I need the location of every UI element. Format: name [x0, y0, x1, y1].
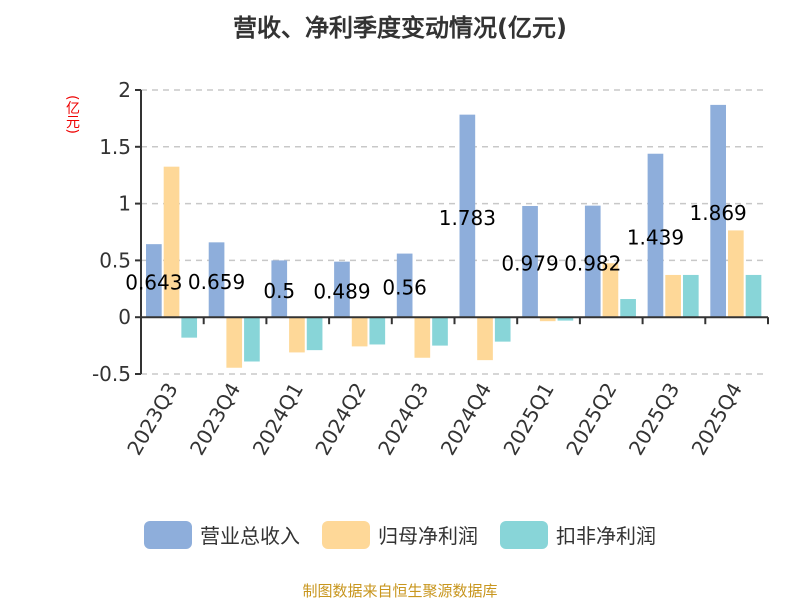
data-label: 0.979	[501, 252, 558, 276]
legend: 营业总收入 归母净利润 扣非净利润	[0, 520, 800, 549]
bar-2025Q1-s2	[557, 317, 574, 321]
bar-2023Q4-s0	[208, 242, 225, 318]
legend-item-revenue[interactable]: 营业总收入	[144, 520, 300, 549]
bar-2025Q2-s2	[620, 299, 636, 318]
bar-2024Q1-s1	[289, 317, 305, 353]
bar-2023Q4-s1	[226, 317, 243, 368]
data-label: 1.783	[439, 206, 496, 230]
x-tick-label: 2023Q3	[122, 379, 182, 460]
chart-title: 营收、净利季度变动情况(亿元)	[233, 14, 567, 42]
legend-item-net-profit[interactable]: 归母净利润	[322, 520, 478, 549]
bar-2025Q2-s0	[584, 205, 601, 318]
bar-2023Q3-s1	[163, 166, 180, 318]
bar-2025Q3-s2	[682, 274, 699, 318]
bar-2024Q3-s0	[396, 253, 413, 318]
legend-swatch	[500, 520, 548, 549]
bar-2025Q3-s0	[647, 153, 664, 318]
data-label: 0.659	[188, 270, 245, 294]
legend-item-deducted-profit[interactable]: 扣非净利润	[500, 520, 656, 549]
legend-label: 归母净利润	[378, 524, 478, 548]
bar-2023Q4-s2	[244, 317, 260, 362]
bar-2024Q4-s0	[459, 114, 476, 318]
data-label: 0.5	[263, 279, 295, 303]
y-tick-label: 0	[118, 305, 131, 329]
bar-2025Q3-s1	[665, 274, 681, 318]
data-label: 1.869	[690, 201, 747, 225]
x-tick-label: 2024Q1	[248, 379, 308, 460]
bar-2025Q2-s1	[602, 263, 619, 318]
data-label: 1.439	[627, 225, 684, 249]
bar-2025Q4-s0	[710, 104, 726, 318]
x-tick-label: 2024Q3	[373, 379, 433, 460]
bar-2024Q1-s2	[306, 317, 323, 351]
bar-2024Q4-s1	[477, 317, 493, 361]
bar-2024Q2-s1	[351, 317, 368, 347]
data-source: 制图数据来自恒生聚源数据库	[302, 582, 498, 600]
legend-swatch	[322, 520, 370, 549]
data-label: 0.982	[564, 251, 621, 275]
x-tick-label: 2025Q1	[498, 379, 558, 460]
bar-2024Q2-s2	[369, 317, 386, 345]
y-tick-label: 1	[118, 192, 131, 216]
y-tick-label: 1.5	[99, 135, 131, 159]
bar-2024Q3-s2	[432, 317, 448, 346]
x-tick-label: 2025Q2	[561, 379, 621, 460]
x-tick-label: 2024Q2	[310, 379, 370, 460]
y-tick-label: 2	[118, 78, 131, 102]
x-tick-label: 2025Q4	[687, 379, 747, 460]
bar-2025Q1-s0	[522, 205, 538, 318]
x-tick-label: 2025Q3	[624, 379, 684, 460]
bar-2024Q2-s0	[334, 261, 350, 318]
data-label: 0.489	[313, 279, 370, 303]
bar-2025Q4-s1	[727, 230, 744, 318]
x-tick-label: 2023Q4	[185, 379, 245, 460]
legend-label: 营业总收入	[200, 524, 300, 548]
y-tick-label: -0.5	[92, 362, 131, 386]
legend-swatch	[144, 520, 192, 549]
y-axis-unit: (亿元)	[64, 95, 80, 134]
legend-label: 扣非净利润	[556, 524, 656, 548]
data-label: 0.643	[125, 271, 182, 295]
x-tick-label: 2024Q4	[436, 379, 496, 460]
bar-2023Q3-s2	[181, 317, 198, 338]
bar-2023Q3-s0	[146, 244, 162, 318]
bar-2024Q1-s0	[271, 260, 288, 318]
bar-2025Q1-s1	[539, 317, 556, 322]
data-label: 0.56	[382, 275, 427, 299]
bar-2025Q4-s2	[745, 274, 762, 318]
y-tick-label: 0.5	[99, 248, 131, 272]
bar-2024Q4-s2	[494, 317, 511, 342]
bar-2024Q3-s1	[414, 317, 431, 358]
